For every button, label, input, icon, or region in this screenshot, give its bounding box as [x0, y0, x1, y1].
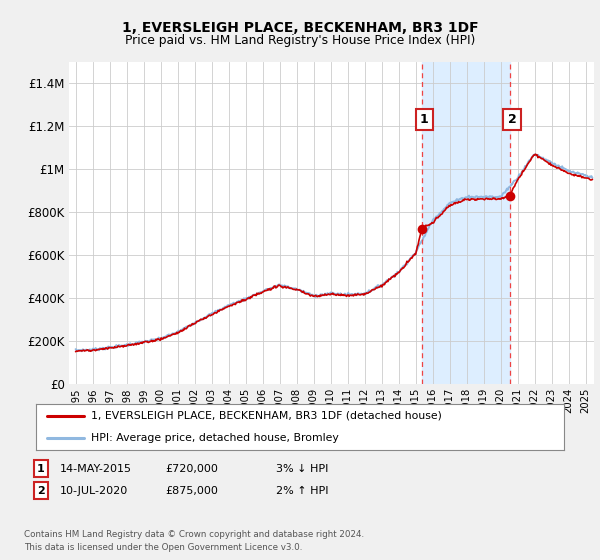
Text: Contains HM Land Registry data © Crown copyright and database right 2024.: Contains HM Land Registry data © Crown c…: [24, 530, 364, 539]
Text: £875,000: £875,000: [165, 486, 218, 496]
Text: 1: 1: [420, 113, 429, 126]
Text: 10-JUL-2020: 10-JUL-2020: [60, 486, 128, 496]
Text: £720,000: £720,000: [165, 464, 218, 474]
Text: 2: 2: [37, 486, 44, 496]
Text: HPI: Average price, detached house, Bromley: HPI: Average price, detached house, Brom…: [91, 433, 339, 443]
Text: 3% ↓ HPI: 3% ↓ HPI: [276, 464, 328, 474]
Text: 2: 2: [508, 113, 517, 126]
Text: 1: 1: [37, 464, 44, 474]
Text: 14-MAY-2015: 14-MAY-2015: [60, 464, 132, 474]
Text: 1, EVERSLEIGH PLACE, BECKENHAM, BR3 1DF (detached house): 1, EVERSLEIGH PLACE, BECKENHAM, BR3 1DF …: [91, 410, 442, 421]
Bar: [422, 62, 509, 384]
Text: 2% ↑ HPI: 2% ↑ HPI: [276, 486, 329, 496]
Text: Price paid vs. HM Land Registry's House Price Index (HPI): Price paid vs. HM Land Registry's House …: [125, 34, 475, 46]
Text: This data is licensed under the Open Government Licence v3.0.: This data is licensed under the Open Gov…: [24, 543, 302, 552]
Text: 1, EVERSLEIGH PLACE, BECKENHAM, BR3 1DF: 1, EVERSLEIGH PLACE, BECKENHAM, BR3 1DF: [122, 21, 478, 35]
